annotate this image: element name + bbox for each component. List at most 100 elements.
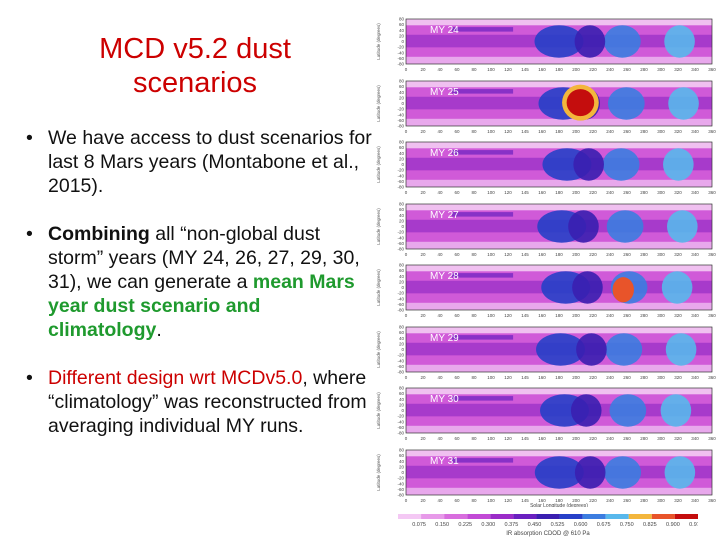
dust-streak — [451, 211, 514, 217]
y-axis-label: Latitude (degrees) — [376, 84, 381, 121]
colorbar-tick-label: 0.450 — [528, 522, 542, 528]
lat-tick-label: -20 — [397, 475, 404, 480]
ls-tick-label: 200 — [572, 313, 580, 318]
lat-tick-label: -40 — [397, 419, 404, 424]
ls-tick-label: 40 — [437, 375, 443, 380]
ls-tick-label: 0 — [405, 436, 408, 441]
lat-tick-label: -80 — [397, 185, 404, 190]
plot-frame — [405, 326, 713, 372]
lat-tick-label: 80 — [399, 201, 405, 206]
ls-tick-label: 180 — [555, 190, 563, 195]
colorbar-tick-label: 0.150 — [435, 522, 449, 528]
dust-blob — [660, 394, 692, 427]
lat-tick-label: 80 — [399, 140, 405, 145]
colorbar-tick-label: 0.975 — [689, 522, 698, 528]
colorbar-svg: 0.075 0.150 0.225 0.300 0.375 0.450 0.525 0.600… — [398, 514, 703, 537]
dust-blob — [661, 271, 693, 304]
lat-tick-label: 0 — [401, 470, 404, 475]
ls-tick-label: 0 — [405, 129, 408, 134]
panel-my-4: MY 27 Latitude (degrees) 80 60 40 20 0 -20 -40 -6… — [372, 199, 718, 261]
ls-tick-label: 280 — [640, 67, 648, 72]
panel-my-5: MY 28 Latitude (degrees) 80 60 40 20 0 -20 -40 -6… — [372, 260, 718, 322]
lat-tick-label: 80 — [399, 78, 405, 83]
panel-my-8: MY 31 Latitude (degrees) 80 60 40 20 0 -20 -40 -6… — [372, 445, 718, 507]
colorbar-tick-label: 0.600 — [574, 522, 588, 528]
dust-streak — [451, 396, 514, 401]
ls-tick-label: 20 — [420, 67, 426, 72]
north-pole-band — [406, 19, 712, 26]
ls-tick-label: 145 — [521, 190, 529, 195]
bullet-item-2: • Combining all “non-global dust storm” … — [20, 222, 375, 342]
ls-tick-label: 200 — [572, 129, 580, 134]
ls-tick-label: 80 — [471, 190, 477, 195]
ls-tick-label: 20 — [420, 190, 426, 195]
ls-tick-label: 220 — [589, 252, 597, 257]
ls-tick-label: 340 — [691, 313, 699, 318]
ls-tick-label: 340 — [691, 436, 699, 441]
plot-frame — [405, 203, 713, 249]
ls-tick-label: 300 — [657, 375, 665, 380]
lat-tick-label: -60 — [397, 56, 404, 61]
colorbar-swatch — [559, 514, 583, 519]
ls-tick-label: 340 — [691, 129, 699, 134]
plot-frame — [405, 141, 713, 188]
ls-tick-label: 260 — [623, 67, 631, 72]
ls-tick-label: 320 — [674, 190, 682, 195]
panel-label: MY 24 — [430, 25, 459, 36]
ls-tick-label: 260 — [623, 375, 631, 380]
dust-blob — [609, 394, 647, 427]
lat-tick-label: 0 — [401, 224, 404, 229]
ls-tick-label: 320 — [674, 375, 682, 380]
lat-tick-label: 20 — [399, 341, 405, 346]
south-pole-band — [406, 302, 712, 310]
ls-tick-label: 0 — [405, 67, 408, 72]
lat-tick-label: 20 — [399, 279, 405, 284]
lat-tick-label: 60 — [399, 145, 405, 150]
ls-tick-label: 180 — [555, 436, 563, 441]
ls-tick-label: 360 — [708, 375, 716, 380]
bullet-3-red: Different design wrt MCDv5.0 — [48, 367, 303, 389]
lat-tick-label: 60 — [399, 22, 405, 27]
ls-tick-label: 240 — [606, 375, 614, 380]
ls-tick-label: 180 — [555, 67, 563, 72]
ls-tick-label: 360 — [708, 252, 716, 257]
dust-blob — [602, 148, 640, 181]
ls-tick-label: 280 — [640, 436, 648, 441]
south-pole-band — [406, 179, 712, 187]
ls-tick-label: 60 — [454, 313, 460, 318]
ls-tick-label: 160 — [538, 375, 546, 380]
north-pole-band — [406, 142, 712, 149]
ls-tick-label: 320 — [674, 252, 682, 257]
colorbar-swatch — [628, 514, 652, 519]
ls-tick-label: 100 — [487, 436, 495, 441]
dust-blob — [572, 271, 603, 304]
ls-tick-label: 120 — [504, 190, 512, 195]
lat-tick-label: -60 — [397, 425, 404, 430]
lat-tick-label: 0 — [401, 347, 404, 352]
ls-tick-label: 160 — [538, 129, 546, 134]
south-pole-band — [406, 425, 712, 433]
bullet-2-text-a: all “non-global dust storm” years (MY 24… — [48, 223, 360, 293]
y-axis-label: Latitude (degrees) — [376, 392, 381, 429]
dust-blob — [576, 332, 607, 366]
lat-tick-label: -60 — [397, 486, 404, 491]
slide-title: MCD v5.2 dust scenarios — [20, 32, 370, 100]
bullet-dot-icon: • — [26, 367, 33, 389]
lat-tick-label: -20 — [397, 291, 404, 296]
lat-tick-label: -80 — [397, 431, 404, 436]
ls-tick-label: 260 — [623, 252, 631, 257]
ls-tick-label: 60 — [454, 498, 460, 503]
bullet-2-bold: Combining — [48, 223, 150, 245]
ls-tick-label: 40 — [437, 436, 443, 441]
lat-tick-label: 0 — [401, 101, 404, 106]
panel-my-7: MY 30 Latitude (degrees) 80 60 40 20 0 -20 -40 -6… — [372, 383, 718, 445]
ls-tick-label: 100 — [487, 67, 495, 72]
dust-blob — [570, 394, 602, 427]
ls-tick-label: 260 — [623, 498, 631, 503]
ls-tick-label: 160 — [538, 252, 546, 257]
ls-tick-label: 220 — [589, 190, 597, 195]
ls-tick-label: 240 — [606, 313, 614, 318]
lat-tick-label: 40 — [399, 397, 405, 402]
lat-tick-label: 40 — [399, 28, 405, 33]
y-axis-label: Latitude (degrees) — [376, 23, 381, 60]
